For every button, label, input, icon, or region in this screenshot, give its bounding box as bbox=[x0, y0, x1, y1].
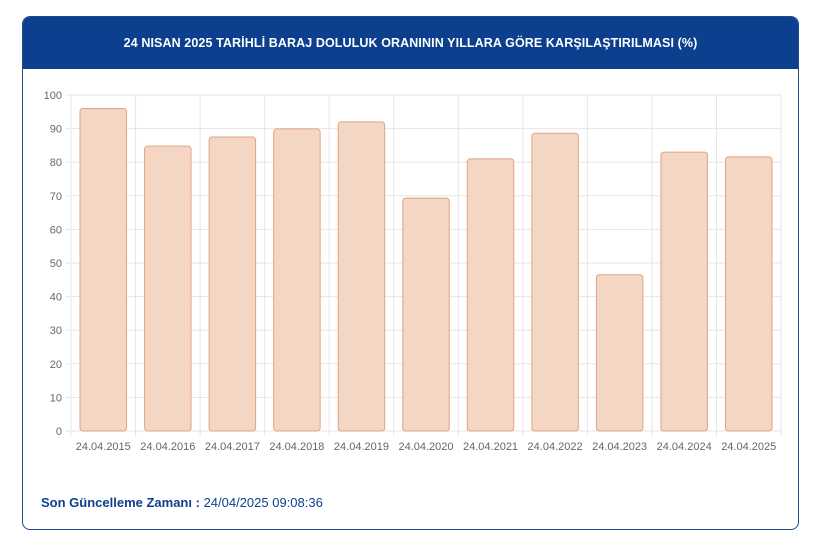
bar bbox=[208, 136, 257, 432]
bar bbox=[660, 151, 708, 432]
y-tick-label: 30 bbox=[50, 325, 62, 337]
chart-card: 24 NISAN 2025 TARİHLİ BARAJ DOLULUK ORAN… bbox=[22, 16, 799, 530]
last-updated-separator: : bbox=[192, 495, 204, 510]
bar bbox=[724, 156, 773, 432]
bar bbox=[273, 128, 321, 432]
bar bbox=[595, 274, 644, 432]
x-tick-label: 24.04.2024 bbox=[657, 441, 712, 453]
y-tick-label: 100 bbox=[44, 90, 62, 102]
last-updated-value: 24/04/2025 09:08:36 bbox=[203, 495, 323, 510]
x-tick-label: 24.04.2023 bbox=[592, 441, 647, 453]
x-tick-label: 24.04.2016 bbox=[140, 441, 195, 453]
y-tick-label: 20 bbox=[50, 359, 62, 371]
y-tick-label: 70 bbox=[50, 191, 62, 203]
x-tick-label: 24.04.2015 bbox=[76, 441, 131, 453]
y-tick-label: 60 bbox=[50, 224, 62, 236]
x-tick-label: 24.04.2017 bbox=[205, 441, 260, 453]
last-updated: Son Güncelleme Zamanı : 24/04/2025 09:08… bbox=[41, 495, 323, 510]
bar bbox=[337, 121, 386, 432]
y-tick-label: 40 bbox=[50, 292, 62, 304]
bar bbox=[531, 132, 579, 432]
bar-chart: 0 10 20 30 40 50 60 70 80 90 100 24.04.2015 24.04.20… bbox=[44, 90, 782, 453]
x-tick-label: 24.04.2018 bbox=[269, 441, 324, 453]
y-tick-label: 90 bbox=[50, 124, 62, 136]
bar bbox=[466, 158, 515, 432]
bar bbox=[79, 107, 128, 432]
last-updated-label: Son Güncelleme Zamanı bbox=[41, 495, 192, 510]
y-tick-label: 80 bbox=[50, 157, 62, 169]
y-tick-label: 0 bbox=[56, 426, 62, 438]
bar bbox=[402, 197, 450, 432]
x-tick-label: 24.04.2019 bbox=[334, 441, 389, 453]
x-tick-label: 24.04.2021 bbox=[463, 441, 518, 453]
y-tick-label: 50 bbox=[50, 258, 62, 270]
axis-layer: 0 10 20 30 40 50 60 70 80 90 100 24.04.2015 24.04.20… bbox=[44, 90, 777, 453]
chart-title: 24 NISAN 2025 TARİHLİ BARAJ DOLULUK ORAN… bbox=[123, 36, 698, 50]
x-tick-label: 24.04.2022 bbox=[528, 441, 583, 453]
bar-layer bbox=[79, 107, 773, 432]
x-tick-label: 24.04.2025 bbox=[721, 441, 776, 453]
chart-header: 24 NISAN 2025 TARİHLİ BARAJ DOLULUK ORAN… bbox=[23, 17, 798, 69]
y-tick-label: 10 bbox=[50, 392, 62, 404]
x-tick-label: 24.04.2020 bbox=[398, 441, 453, 453]
bar bbox=[144, 145, 192, 432]
